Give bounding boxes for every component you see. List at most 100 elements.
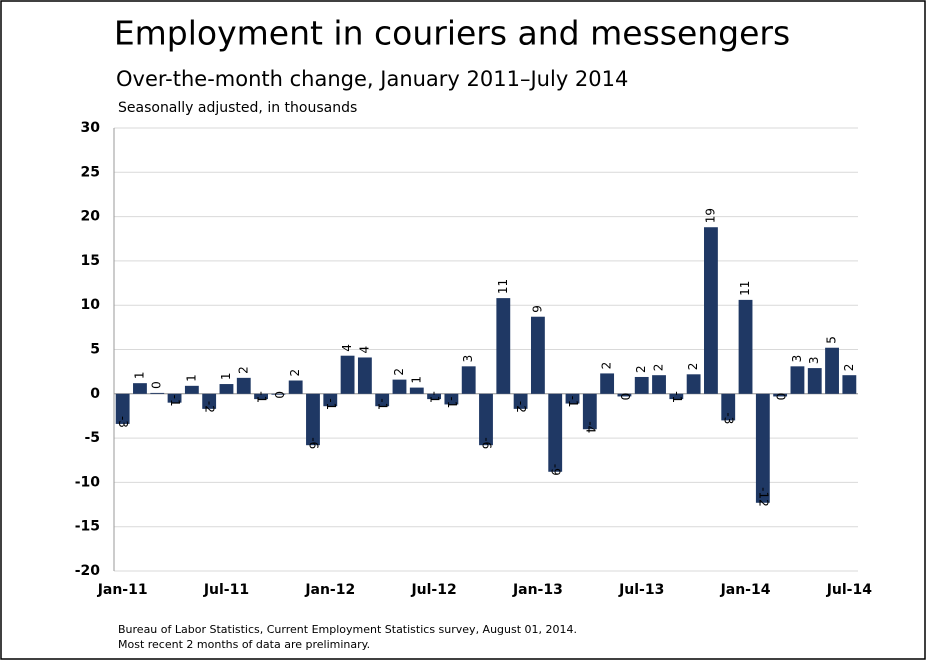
bar — [721, 393, 736, 421]
bar — [496, 298, 511, 394]
bar — [219, 384, 234, 394]
data-label: 3 — [461, 355, 475, 363]
data-label: -2 — [514, 401, 528, 413]
data-label: 2 — [236, 366, 250, 374]
bar — [704, 227, 718, 394]
y-tick-label: 10 — [81, 297, 101, 313]
bar — [600, 373, 615, 394]
chart-subtitle: Over-the-month change, January 2011–July… — [116, 67, 628, 91]
bar — [548, 393, 563, 472]
data-label: 9 — [530, 305, 544, 313]
bar — [825, 347, 839, 394]
bar — [271, 393, 286, 395]
bar — [530, 316, 545, 394]
source-note: Most recent 2 months of data are prelimi… — [118, 638, 370, 651]
bar — [306, 393, 320, 446]
bar — [807, 368, 822, 394]
data-label: 2 — [634, 365, 648, 373]
x-tick-label: Jan-12 — [304, 582, 355, 598]
bar — [738, 299, 753, 394]
data-label: -1 — [566, 396, 580, 408]
bar — [427, 393, 442, 400]
bar — [669, 393, 684, 400]
data-label: 4 — [340, 344, 354, 352]
chart-title: Employment in couriers and messengers — [114, 14, 790, 53]
bar — [634, 376, 649, 394]
data-label: -6 — [480, 437, 494, 449]
x-tick-label: Jul-13 — [618, 582, 664, 598]
data-label: 2 — [842, 364, 856, 372]
data-label: -2 — [203, 401, 217, 413]
bar — [409, 387, 424, 394]
data-label: 1 — [219, 372, 233, 380]
data-label: 3 — [807, 356, 821, 364]
y-tick-label: -15 — [75, 519, 100, 535]
bar — [375, 393, 390, 407]
data-label: 0 — [618, 393, 632, 401]
x-tick-label: Jul-12 — [410, 582, 456, 598]
data-label: 2 — [288, 369, 302, 377]
data-label: -12 — [756, 487, 770, 507]
bar — [461, 366, 476, 394]
data-label: 0 — [272, 391, 286, 399]
source-note: Bureau of Labor Statistics, Current Empl… — [118, 623, 577, 636]
y-tick-label: 20 — [81, 209, 101, 225]
data-label: 2 — [652, 364, 666, 372]
data-label: 1 — [132, 372, 146, 380]
y-tick-label: 30 — [81, 120, 101, 136]
data-label: 4 — [357, 346, 371, 354]
data-label: -3 — [116, 416, 130, 428]
bar — [202, 393, 217, 409]
data-label: -1 — [428, 391, 442, 403]
data-label: -1 — [670, 391, 684, 403]
data-label: 0 — [150, 381, 164, 389]
y-tick-label: 15 — [81, 253, 100, 269]
bar — [444, 393, 459, 405]
bar — [323, 393, 338, 407]
data-label: -6 — [306, 437, 320, 449]
data-label: 3 — [790, 355, 804, 363]
bar — [254, 393, 268, 400]
data-label: -9 — [549, 464, 563, 476]
bar — [288, 380, 303, 394]
data-label: -1 — [255, 391, 269, 403]
bar — [236, 377, 251, 394]
data-label: 2 — [686, 363, 700, 371]
data-label: -1 — [376, 398, 390, 410]
data-label: -1 — [168, 395, 182, 407]
bar — [755, 393, 770, 503]
data-label: 19 — [703, 208, 717, 223]
y-tick-label: 25 — [81, 164, 100, 180]
data-label: -4 — [583, 421, 597, 433]
data-label: 11 — [496, 279, 510, 294]
data-label: 0 — [774, 393, 788, 401]
x-tick-label: Jul-11 — [203, 582, 249, 598]
data-label: -3 — [722, 412, 736, 424]
bar — [184, 385, 199, 394]
bar — [582, 393, 597, 430]
data-label: 1 — [184, 374, 198, 382]
bar — [513, 393, 528, 409]
bar — [167, 393, 182, 403]
data-label: 5 — [825, 336, 839, 344]
data-label: -1 — [445, 396, 459, 408]
y-tick-label: -5 — [84, 430, 100, 446]
bar — [340, 355, 355, 394]
bar — [115, 393, 130, 424]
data-label: 11 — [738, 281, 752, 296]
bar — [773, 393, 788, 397]
bar — [133, 383, 147, 394]
x-tick-label: Jan-14 — [720, 582, 771, 598]
x-tick-label: Jan-11 — [97, 582, 148, 598]
y-axis-label: Seasonally adjusted, in thousands — [118, 100, 357, 116]
bar — [617, 393, 632, 397]
bar — [652, 375, 666, 394]
y-tick-label: 0 — [90, 386, 100, 402]
bar — [686, 374, 701, 394]
x-tick-label: Jul-14 — [826, 582, 873, 598]
y-tick-label: 5 — [90, 342, 100, 358]
y-tick-label: -10 — [75, 474, 101, 490]
data-label: 2 — [600, 362, 614, 370]
